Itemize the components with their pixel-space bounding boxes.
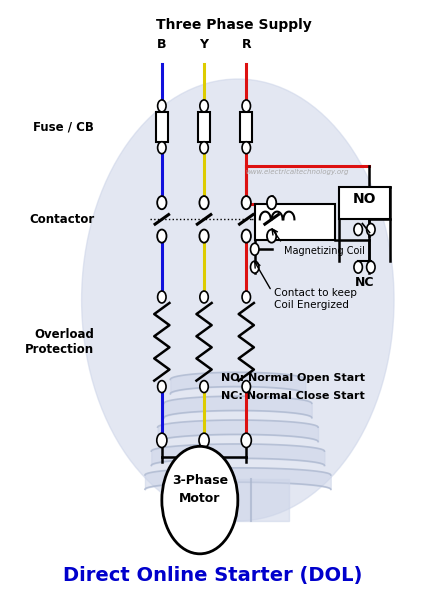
Circle shape [367,224,375,236]
Circle shape [199,196,209,209]
Circle shape [162,446,238,554]
Circle shape [354,224,363,236]
Circle shape [242,100,250,112]
Circle shape [354,261,363,273]
Circle shape [242,230,251,242]
Circle shape [241,433,251,448]
Circle shape [82,79,394,521]
Text: www.electricaltechnology.org: www.electricaltechnology.org [245,169,348,175]
Circle shape [157,433,167,448]
Circle shape [200,380,208,392]
Text: Contactor: Contactor [29,213,94,226]
Text: Y: Y [200,38,209,52]
Text: Direct Online Starter (DOL): Direct Online Starter (DOL) [63,566,362,586]
Circle shape [242,142,250,154]
Text: Three Phase Supply: Three Phase Supply [156,18,312,32]
Circle shape [367,261,375,273]
Circle shape [157,196,167,209]
Circle shape [200,291,208,303]
FancyBboxPatch shape [187,479,289,521]
Circle shape [242,196,251,209]
Circle shape [267,196,276,209]
Circle shape [242,380,250,392]
Text: NO: Normal Open Start: NO: Normal Open Start [221,373,365,383]
Text: Contact to keep
Coil Energized: Contact to keep Coil Energized [274,288,357,310]
Circle shape [158,100,166,112]
Circle shape [200,100,208,112]
FancyBboxPatch shape [241,112,252,142]
Text: NC: Normal Close Start: NC: Normal Close Start [221,391,365,401]
FancyBboxPatch shape [339,187,390,220]
FancyBboxPatch shape [255,205,335,240]
Text: Magnetizing Coil: Magnetizing Coil [284,246,365,256]
Circle shape [199,433,209,448]
Circle shape [267,230,276,242]
Text: Overload
Protection: Overload Protection [25,328,94,356]
Circle shape [242,291,250,303]
Text: 3-Phase
Motor: 3-Phase Motor [172,474,228,505]
Circle shape [200,142,208,154]
Circle shape [158,291,166,303]
Circle shape [158,380,166,392]
Circle shape [199,230,209,242]
FancyBboxPatch shape [198,112,210,142]
FancyBboxPatch shape [156,112,168,142]
Circle shape [250,243,259,255]
Text: NO: NO [353,192,376,206]
Text: R: R [241,38,251,52]
Text: B: B [157,38,167,52]
Circle shape [157,230,167,242]
Circle shape [158,142,166,154]
Text: Fuse / CB: Fuse / CB [34,121,94,133]
Circle shape [250,261,259,273]
Text: NC: NC [355,275,374,289]
